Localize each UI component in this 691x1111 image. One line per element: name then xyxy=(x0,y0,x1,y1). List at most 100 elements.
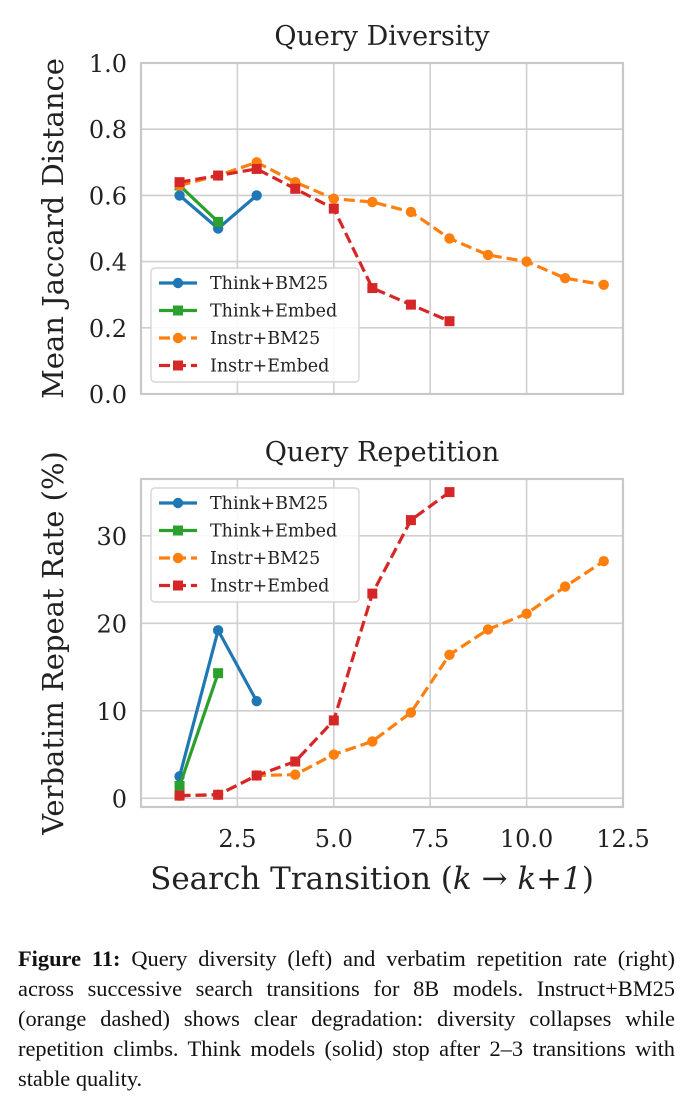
data-point xyxy=(444,233,455,244)
legend-entry: Instr+Embed xyxy=(159,357,329,377)
data-point xyxy=(328,193,339,204)
data-point xyxy=(521,608,532,619)
legend-label: Instr+Embed xyxy=(210,357,329,377)
series-line xyxy=(178,184,220,224)
y-axis-label: Mean Jaccard Distance xyxy=(36,58,70,399)
data-point xyxy=(559,581,571,592)
y-tick-label: 0 xyxy=(112,785,127,813)
legend-label: Think+BM25 xyxy=(210,274,328,294)
legend-entry: Think+Embed xyxy=(159,522,337,542)
plot-frame xyxy=(139,477,625,809)
legend-label: Think+Embed xyxy=(210,302,337,322)
data-point xyxy=(251,695,262,707)
data-point xyxy=(521,256,532,267)
chart-title: Query Diversity xyxy=(274,21,490,52)
legend-entry: Instr+BM25 xyxy=(159,549,320,569)
legend-swatch-marker xyxy=(172,552,184,564)
data-point xyxy=(251,190,262,201)
series-line xyxy=(179,167,451,323)
data-point xyxy=(444,316,455,327)
chart-title: Query Repetition xyxy=(265,437,499,468)
data-point xyxy=(213,789,224,800)
legend-swatch-marker xyxy=(173,305,183,316)
data-point xyxy=(367,283,378,294)
y-tick-label: 0.6 xyxy=(89,182,127,210)
data-point xyxy=(290,756,301,767)
legend-entry: Think+Embed xyxy=(159,302,337,322)
data-point xyxy=(367,588,378,599)
x-axis-label: Search Transition (k → k+1) xyxy=(150,861,594,897)
x-tick-label: 10.0 xyxy=(500,825,553,853)
chart-panel-1: 0.0 0.2 0.4 0.6 0.8 1.0 Query Diversity Mean Ja… xyxy=(36,21,625,409)
caption-label: Figure 11: xyxy=(18,946,121,971)
legend-label: Instr+BM25 xyxy=(210,549,320,569)
series-line xyxy=(179,490,451,798)
data-point xyxy=(251,163,262,174)
data-point xyxy=(328,203,339,214)
data-point xyxy=(251,770,262,781)
data-point xyxy=(174,781,185,792)
data-point xyxy=(482,249,494,261)
plot-frame xyxy=(139,61,625,396)
x-tick-label: 7.5 xyxy=(411,825,449,853)
data-point xyxy=(290,769,301,780)
data-point xyxy=(444,649,455,661)
legend: Think+BM25 Think+Embed Instr+BM25 Instr+Emb… xyxy=(150,267,360,383)
figure-canvas: 0.0 0.2 0.4 0.6 0.8 1.0 Query Diversity Mean Ja… xyxy=(36,21,650,897)
legend-label: Instr+BM25 xyxy=(210,329,320,349)
data-point xyxy=(328,749,339,760)
chart-panel-2: 0 10 20 30 2.5 5.0 7.5 10.0 12.5 Query Repetition… xyxy=(36,437,650,897)
legend-swatch-marker xyxy=(172,497,184,509)
y-axis-label: Verbatim Repeat Rate (%) xyxy=(36,451,70,836)
data-point xyxy=(598,556,609,567)
y-tick-label: 0.8 xyxy=(89,116,127,144)
legend-label: Think+Embed xyxy=(210,522,337,542)
x-tick-label: 2.5 xyxy=(218,825,256,853)
series-think-bm25 xyxy=(174,190,262,234)
y-tick-label: 0.2 xyxy=(89,315,127,343)
legend: Think+BM25 Think+Embed Instr+BM25 Instr+Emb… xyxy=(150,487,360,603)
legend-entry: Instr+BM25 xyxy=(159,329,320,349)
legend-swatch-marker xyxy=(173,360,183,371)
y-tick-label: 30 xyxy=(96,523,127,551)
data-point xyxy=(174,177,185,188)
data-point xyxy=(174,790,185,801)
data-point xyxy=(559,272,571,284)
y-tick-label: 1.0 xyxy=(89,50,127,78)
x-tick-label: 5.0 xyxy=(315,825,353,853)
x-tick-label: 12.5 xyxy=(596,825,649,853)
data-point xyxy=(405,206,417,218)
legend-box xyxy=(150,267,360,383)
y-tick-label: 10 xyxy=(96,698,127,726)
y-tick-label: 0.4 xyxy=(89,249,127,277)
caption-text: Query diversity (left) and verbatim repe… xyxy=(18,946,675,1091)
series-instr-embed xyxy=(174,163,455,327)
legend-entry: Instr+Embed xyxy=(159,577,329,597)
legend-swatch-marker xyxy=(172,332,184,344)
figure-caption: Figure 11: Query diversity (left) and ve… xyxy=(18,944,675,1094)
legend-label: Instr+Embed xyxy=(210,577,329,597)
data-point xyxy=(212,625,224,636)
data-point xyxy=(213,668,224,679)
legend-box xyxy=(150,487,360,603)
data-point xyxy=(213,216,224,227)
legend-swatch-marker xyxy=(172,277,184,289)
legend-entry: Think+BM25 xyxy=(159,494,328,514)
data-point xyxy=(290,183,301,194)
data-point xyxy=(405,515,416,526)
legend-label: Think+BM25 xyxy=(210,494,328,514)
data-point xyxy=(174,190,185,201)
data-point xyxy=(328,715,339,726)
legend-entry: Think+BM25 xyxy=(159,274,328,294)
y-tick-label: 0.0 xyxy=(89,381,127,409)
data-point xyxy=(213,170,224,181)
series-think-embed xyxy=(174,668,224,792)
data-point xyxy=(444,487,455,498)
legend-swatch-marker xyxy=(173,580,183,591)
data-point xyxy=(482,624,494,635)
series-line xyxy=(178,672,220,787)
series-line xyxy=(179,160,604,287)
data-point xyxy=(367,196,378,208)
data-point xyxy=(367,736,378,747)
data-point xyxy=(405,707,417,718)
